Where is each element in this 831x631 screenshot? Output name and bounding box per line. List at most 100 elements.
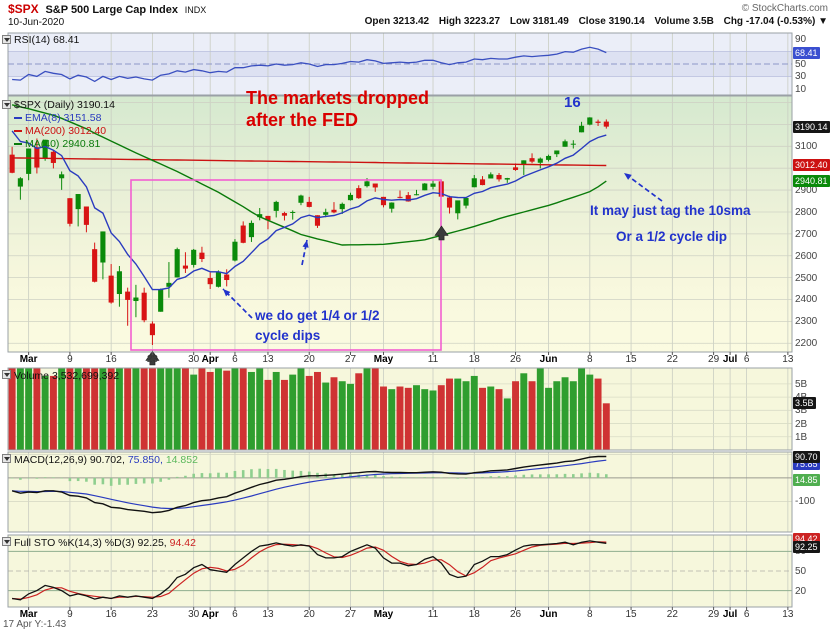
ema-label: EMA(8) 3151.58 bbox=[14, 112, 101, 124]
price-value: 3190.14 bbox=[77, 99, 115, 111]
quote-low-label: Low bbox=[509, 16, 530, 27]
sto-collapse-icon[interactable] bbox=[2, 537, 11, 546]
down-arrow-icon: ▼ bbox=[818, 16, 828, 27]
x-axis-label: 6 bbox=[232, 354, 238, 365]
x-axis-label: 16 bbox=[105, 609, 117, 620]
sto-d-value: 94.42 bbox=[169, 537, 196, 549]
x-axis-label: 23 bbox=[146, 609, 158, 620]
x-axis-label: 23 bbox=[146, 354, 158, 365]
macd-signal-value: 75.850, bbox=[127, 454, 163, 466]
quote-chg-value: -17.04 (-0.53%) bbox=[745, 16, 816, 27]
copyright: © StockCharts.com bbox=[741, 3, 828, 14]
volume-total: 3,532,699,392 bbox=[51, 370, 120, 382]
symbol: $SPX bbox=[8, 2, 39, 16]
quote-close-value: 3190.14 bbox=[608, 16, 645, 27]
macd-axis-label: -100 bbox=[795, 496, 816, 508]
ma40-value: 2940.81 bbox=[62, 138, 101, 150]
ma40-value-box: 2940.81 bbox=[793, 175, 830, 188]
price-axis-label: 3100 bbox=[795, 141, 818, 153]
stochastics-plot bbox=[11, 540, 607, 601]
x-axis-label: 18 bbox=[468, 354, 480, 365]
x-axis-label: 11 bbox=[427, 354, 439, 365]
index-name: S&P 500 Large Cap Index bbox=[45, 4, 178, 16]
x-axis-label: 26 bbox=[509, 609, 522, 620]
sto-label: Full STO %K(14,3) %D(3) 92.25, 94.42 bbox=[14, 537, 196, 549]
price-axis-label: 2200 bbox=[795, 338, 818, 350]
rsi-collapse-icon[interactable] bbox=[2, 35, 11, 44]
x-axis-label: 22 bbox=[666, 609, 678, 620]
price-name: $SPX (Daily) bbox=[14, 99, 75, 111]
x-axis-label: 15 bbox=[625, 609, 637, 620]
x-axis-label: Jun bbox=[539, 354, 558, 365]
rsi-label: RSI(14) 68.41 bbox=[14, 34, 79, 46]
x-axis-label: Jul bbox=[722, 609, 738, 620]
quote-chg-label: Chg bbox=[723, 16, 744, 27]
ma200-value-box: 3012.40 bbox=[793, 159, 830, 172]
x-axis-label: 29 bbox=[708, 354, 720, 365]
quote-low-value: 3181.49 bbox=[532, 16, 569, 27]
rsi-axis-label: 10 bbox=[795, 83, 807, 95]
x-axis-label: 9 bbox=[67, 609, 73, 620]
x-axis-label: 18 bbox=[468, 609, 480, 620]
quote-open-value: 3213.42 bbox=[392, 16, 430, 27]
price-axis-label: 2600 bbox=[795, 250, 818, 262]
volume-axis-label: 2B bbox=[795, 418, 808, 430]
x-axis-label: 29 bbox=[708, 609, 720, 620]
ema-line-swatch bbox=[14, 117, 22, 120]
ma40-line-swatch bbox=[14, 143, 22, 146]
price-axis-label: 2400 bbox=[795, 294, 818, 306]
volume-axis-label: 5B bbox=[795, 378, 808, 390]
volume-bars bbox=[8, 368, 610, 450]
volume-axis-label: 1B bbox=[795, 431, 808, 443]
x-axis-label: 13 bbox=[262, 609, 274, 620]
price-axis-label: 2800 bbox=[795, 206, 818, 218]
ma200-line-swatch bbox=[14, 130, 22, 133]
sto-k-box: 92.25 bbox=[793, 541, 820, 554]
x-axis-label: 6 bbox=[743, 609, 750, 620]
annotation-half-cycle-dip: Or a 1/2 cycle dip bbox=[616, 229, 728, 244]
volume-value-box: 3.5B bbox=[793, 397, 816, 410]
price-label: $SPX (Daily) 3190.14 bbox=[14, 99, 115, 111]
rsi-axis-label: 90 bbox=[795, 34, 807, 46]
price-axis-label: 2300 bbox=[795, 316, 818, 328]
x-axis-label: 20 bbox=[303, 354, 315, 365]
x-axis-label: 13 bbox=[782, 609, 794, 620]
quote-high-value: 3223.27 bbox=[463, 16, 501, 27]
x-axis-label: 8 bbox=[587, 609, 593, 620]
sto-k-value: 92.25, bbox=[137, 537, 167, 549]
quote-high-label: High bbox=[438, 16, 462, 27]
macd-collapse-icon[interactable] bbox=[2, 454, 11, 463]
macd-hist-value: 14.852 bbox=[165, 454, 198, 466]
x-axis-label: 30 bbox=[188, 354, 200, 365]
ma200-name: MA(200) bbox=[25, 125, 66, 137]
quote-volume-value: 3.5B bbox=[692, 16, 714, 27]
ema-value: 3151.58 bbox=[63, 112, 102, 124]
macd-label: MACD(12,26,9) 90.702, 75.850, 14.852 bbox=[14, 454, 198, 466]
sto-axis-label: 20 bbox=[795, 585, 807, 597]
quote-close-label: Close bbox=[578, 16, 606, 27]
rsi-name: RSI(14) bbox=[14, 34, 51, 46]
annotation-quarter-cycle-dips-2: cycle dips bbox=[255, 328, 321, 343]
panel-borders bbox=[7, 32, 793, 610]
macd-plot bbox=[10, 455, 608, 514]
chart-header: $SPX S&P 500 Large Cap Index INDX bbox=[8, 2, 206, 16]
x-axis-label: 13 bbox=[262, 354, 274, 365]
annotation-cycle-count-16: 16 bbox=[564, 94, 581, 111]
x-axis-label: 11 bbox=[427, 609, 439, 620]
x-axis-label: 26 bbox=[509, 354, 522, 365]
ma40-label: MA(40) 2940.81 bbox=[14, 138, 100, 150]
x-axis-label: 16 bbox=[105, 354, 117, 365]
x-axis-label: May bbox=[373, 354, 394, 365]
x-axis-label: Jun bbox=[539, 609, 558, 620]
annotation-after-the-fed: after the FED bbox=[246, 110, 359, 130]
volume-collapse-icon[interactable] bbox=[2, 370, 11, 379]
macd-line-value: 90.702, bbox=[89, 454, 125, 466]
x-axis-label: Mar bbox=[19, 609, 38, 620]
x-axis-label: 6 bbox=[743, 354, 750, 365]
volume-label: Volume 3,532,699,392 bbox=[14, 370, 119, 382]
price-collapse-icon[interactable] bbox=[2, 100, 11, 109]
ema-name: EMA(8) bbox=[25, 112, 61, 124]
volume-axis-label: 3B bbox=[795, 405, 808, 417]
